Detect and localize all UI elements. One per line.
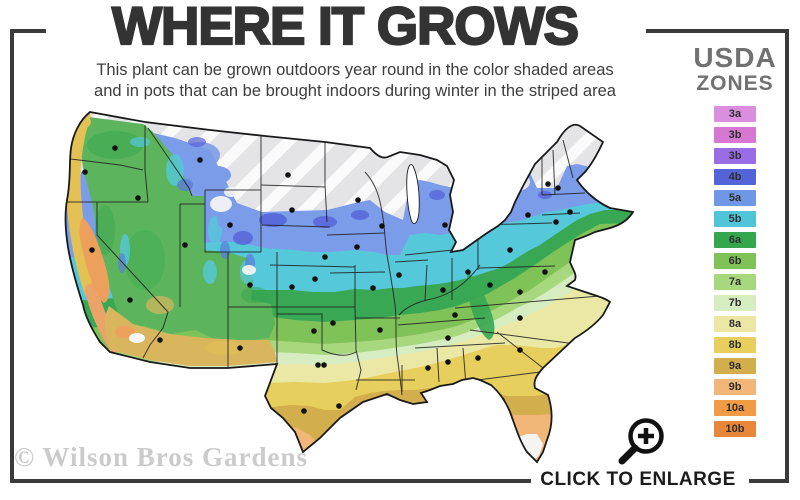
zone-chip-3b-2: 3b — [714, 148, 756, 165]
zone-chip-5b-5: 5b — [714, 211, 756, 228]
zone-chip-7a-8: 7a — [714, 274, 756, 291]
subtitle-line1: This plant can be grown outdoors year ro… — [96, 61, 614, 79]
zone-chip-6a-6: 6a — [714, 232, 756, 249]
legend-title-zones: ZONES — [696, 72, 774, 95]
usda-zone-map[interactable] — [25, 100, 660, 485]
click-to-enlarge-label[interactable]: CLICK TO ENLARGE — [540, 469, 736, 490]
zone-chip-3b-1: 3b — [714, 127, 756, 144]
frame-left — [10, 29, 14, 483]
state-borders — [65, 125, 601, 396]
zone-chip-9b-13: 9b — [714, 379, 756, 396]
frame-bottom-left — [10, 479, 531, 483]
zone-chip-4b-3: 4b — [714, 169, 756, 186]
zone-chip-8a-10: 8a — [714, 316, 756, 333]
zone-chip-3a-0: 3a — [714, 106, 756, 123]
zone-chip-9a-12: 9a — [714, 358, 756, 375]
us-outline — [64, 111, 635, 464]
frame-right — [785, 29, 789, 483]
watermark: © Wilson Bros Gardens — [14, 442, 308, 472]
frame-bottom-right — [749, 479, 789, 483]
usda-zones-legend: USDA ZONES 3a 3b 3b 4b 5a 5b 6a 6b 7a 7b 8a 8b 9a 9b 1… — [678, 44, 792, 442]
magnifier-icon[interactable] — [608, 408, 670, 468]
zone-chip-10a-14: 10a — [714, 400, 756, 417]
zone-shading — [65, 112, 633, 462]
zone-chip-5a-4: 5a — [714, 190, 756, 207]
zone-chip-10b-15: 10b — [714, 421, 756, 438]
subtitle-line2: and in pots that can be brought indoors … — [94, 81, 616, 100]
frame-top-left — [10, 29, 46, 33]
legend-title-usda: USDA — [693, 42, 777, 73]
frame-top-right — [646, 29, 789, 33]
page-title: WHERE IT GROWS — [111, 0, 580, 57]
zone-list: 3a 3b 3b 4b 5a 5b 6a 6b 7a 7b 8a 8b 9a 9b 10a 10b — [678, 106, 792, 438]
zone-chip-8b-11: 8b — [714, 337, 756, 354]
zone-chip-6b-7: 6b — [714, 253, 756, 270]
zone-chip-7b-9: 7b — [714, 295, 756, 312]
subtitle: This plant can be grown outdoors year ro… — [40, 60, 670, 101]
